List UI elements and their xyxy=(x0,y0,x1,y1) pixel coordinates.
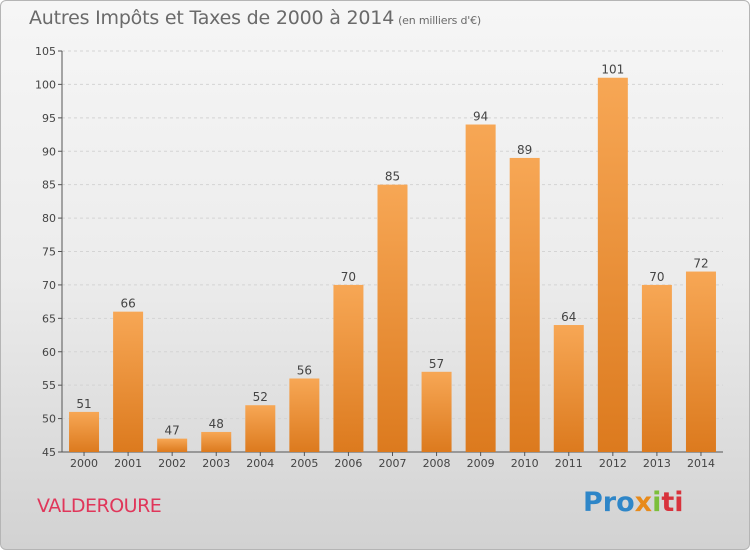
x-tick-label: 2013 xyxy=(643,457,671,470)
value-label: 89 xyxy=(517,143,532,157)
bar-2007 xyxy=(377,184,408,452)
value-label: 85 xyxy=(385,170,400,184)
y-tick-label: 100 xyxy=(35,78,56,91)
x-tick-label: 2011 xyxy=(555,457,583,470)
bar-2009 xyxy=(465,124,496,453)
value-label: 52 xyxy=(253,390,268,404)
value-label: 48 xyxy=(209,417,224,431)
logo-part-1: Pro xyxy=(583,487,635,518)
x-tick-label: 2008 xyxy=(423,457,451,470)
y-tick-label: 70 xyxy=(42,279,56,292)
bar-2005 xyxy=(289,378,320,452)
y-tick-label: 75 xyxy=(42,246,56,259)
value-label: 51 xyxy=(76,397,91,411)
value-label: 94 xyxy=(473,110,488,124)
y-tick-label: 105 xyxy=(35,45,56,58)
x-tick-label: 2001 xyxy=(114,457,142,470)
logo-part-2: x xyxy=(634,487,653,518)
x-tick-label: 2010 xyxy=(511,457,539,470)
bar-2008 xyxy=(421,371,452,452)
bar-2004 xyxy=(245,405,276,452)
x-tick-label: 2000 xyxy=(70,457,98,470)
commune-name: VALDEROURE xyxy=(37,495,162,517)
value-label: 66 xyxy=(120,297,135,311)
logo-part-4: ti xyxy=(661,487,684,518)
x-tick-label: 2012 xyxy=(599,457,627,470)
y-tick-label: 60 xyxy=(42,346,56,359)
bar-2010 xyxy=(509,157,540,452)
bar-2003 xyxy=(201,431,232,452)
y-tick-label: 95 xyxy=(42,112,56,125)
value-label: 57 xyxy=(429,357,444,371)
y-tick-label: 55 xyxy=(42,379,56,392)
bar-2001 xyxy=(113,311,144,452)
bar-2012 xyxy=(597,77,628,452)
y-tick-label: 65 xyxy=(42,312,56,325)
y-tick-label: 45 xyxy=(42,446,56,459)
chart-title-text: Autres Impôts et Taxes de 2000 à 2014 xyxy=(29,7,395,29)
bar-2000 xyxy=(69,411,100,452)
labels: 45 50 55 60 65 70 75 80 85 90 95 100 105 51 2000 66 2001… xyxy=(35,45,715,470)
x-tick-label: 2014 xyxy=(687,457,715,470)
bar-2013 xyxy=(641,284,672,452)
value-label: 70 xyxy=(341,270,356,284)
y-tick-label: 90 xyxy=(42,145,56,158)
bar-2006 xyxy=(333,284,364,452)
x-tick-label: 2004 xyxy=(246,457,274,470)
bar-2002 xyxy=(157,438,188,452)
x-tick-label: 2005 xyxy=(290,457,318,470)
bars xyxy=(69,77,716,453)
bar-2011 xyxy=(553,325,584,452)
value-label: 64 xyxy=(561,310,576,324)
bar-2014 xyxy=(685,271,716,452)
proxiti-logo: Proxiti xyxy=(583,487,684,518)
bar-chart: 45 50 55 60 65 70 75 80 85 90 95 100 105 51 2000 66 2001… xyxy=(35,45,723,470)
x-tick-label: 2003 xyxy=(202,457,230,470)
chart-subtitle: (en milliers d'€) xyxy=(398,14,481,27)
y-tick-label: 85 xyxy=(42,179,56,192)
x-tick-label: 2009 xyxy=(467,457,495,470)
x-tick-label: 2007 xyxy=(379,457,407,470)
x-tick-label: 2006 xyxy=(334,457,362,470)
logo-part-3: i xyxy=(652,487,662,518)
chart-title: Autres Impôts et Taxes de 2000 à 2014 (en… xyxy=(29,7,481,29)
y-tick-label: 80 xyxy=(42,212,56,225)
value-label: 70 xyxy=(649,270,664,284)
x-tick-label: 2002 xyxy=(158,457,186,470)
y-tick-label: 50 xyxy=(42,413,56,426)
value-label: 101 xyxy=(601,63,624,77)
value-label: 56 xyxy=(297,363,312,377)
value-label: 72 xyxy=(693,257,708,271)
value-label: 47 xyxy=(165,424,180,438)
